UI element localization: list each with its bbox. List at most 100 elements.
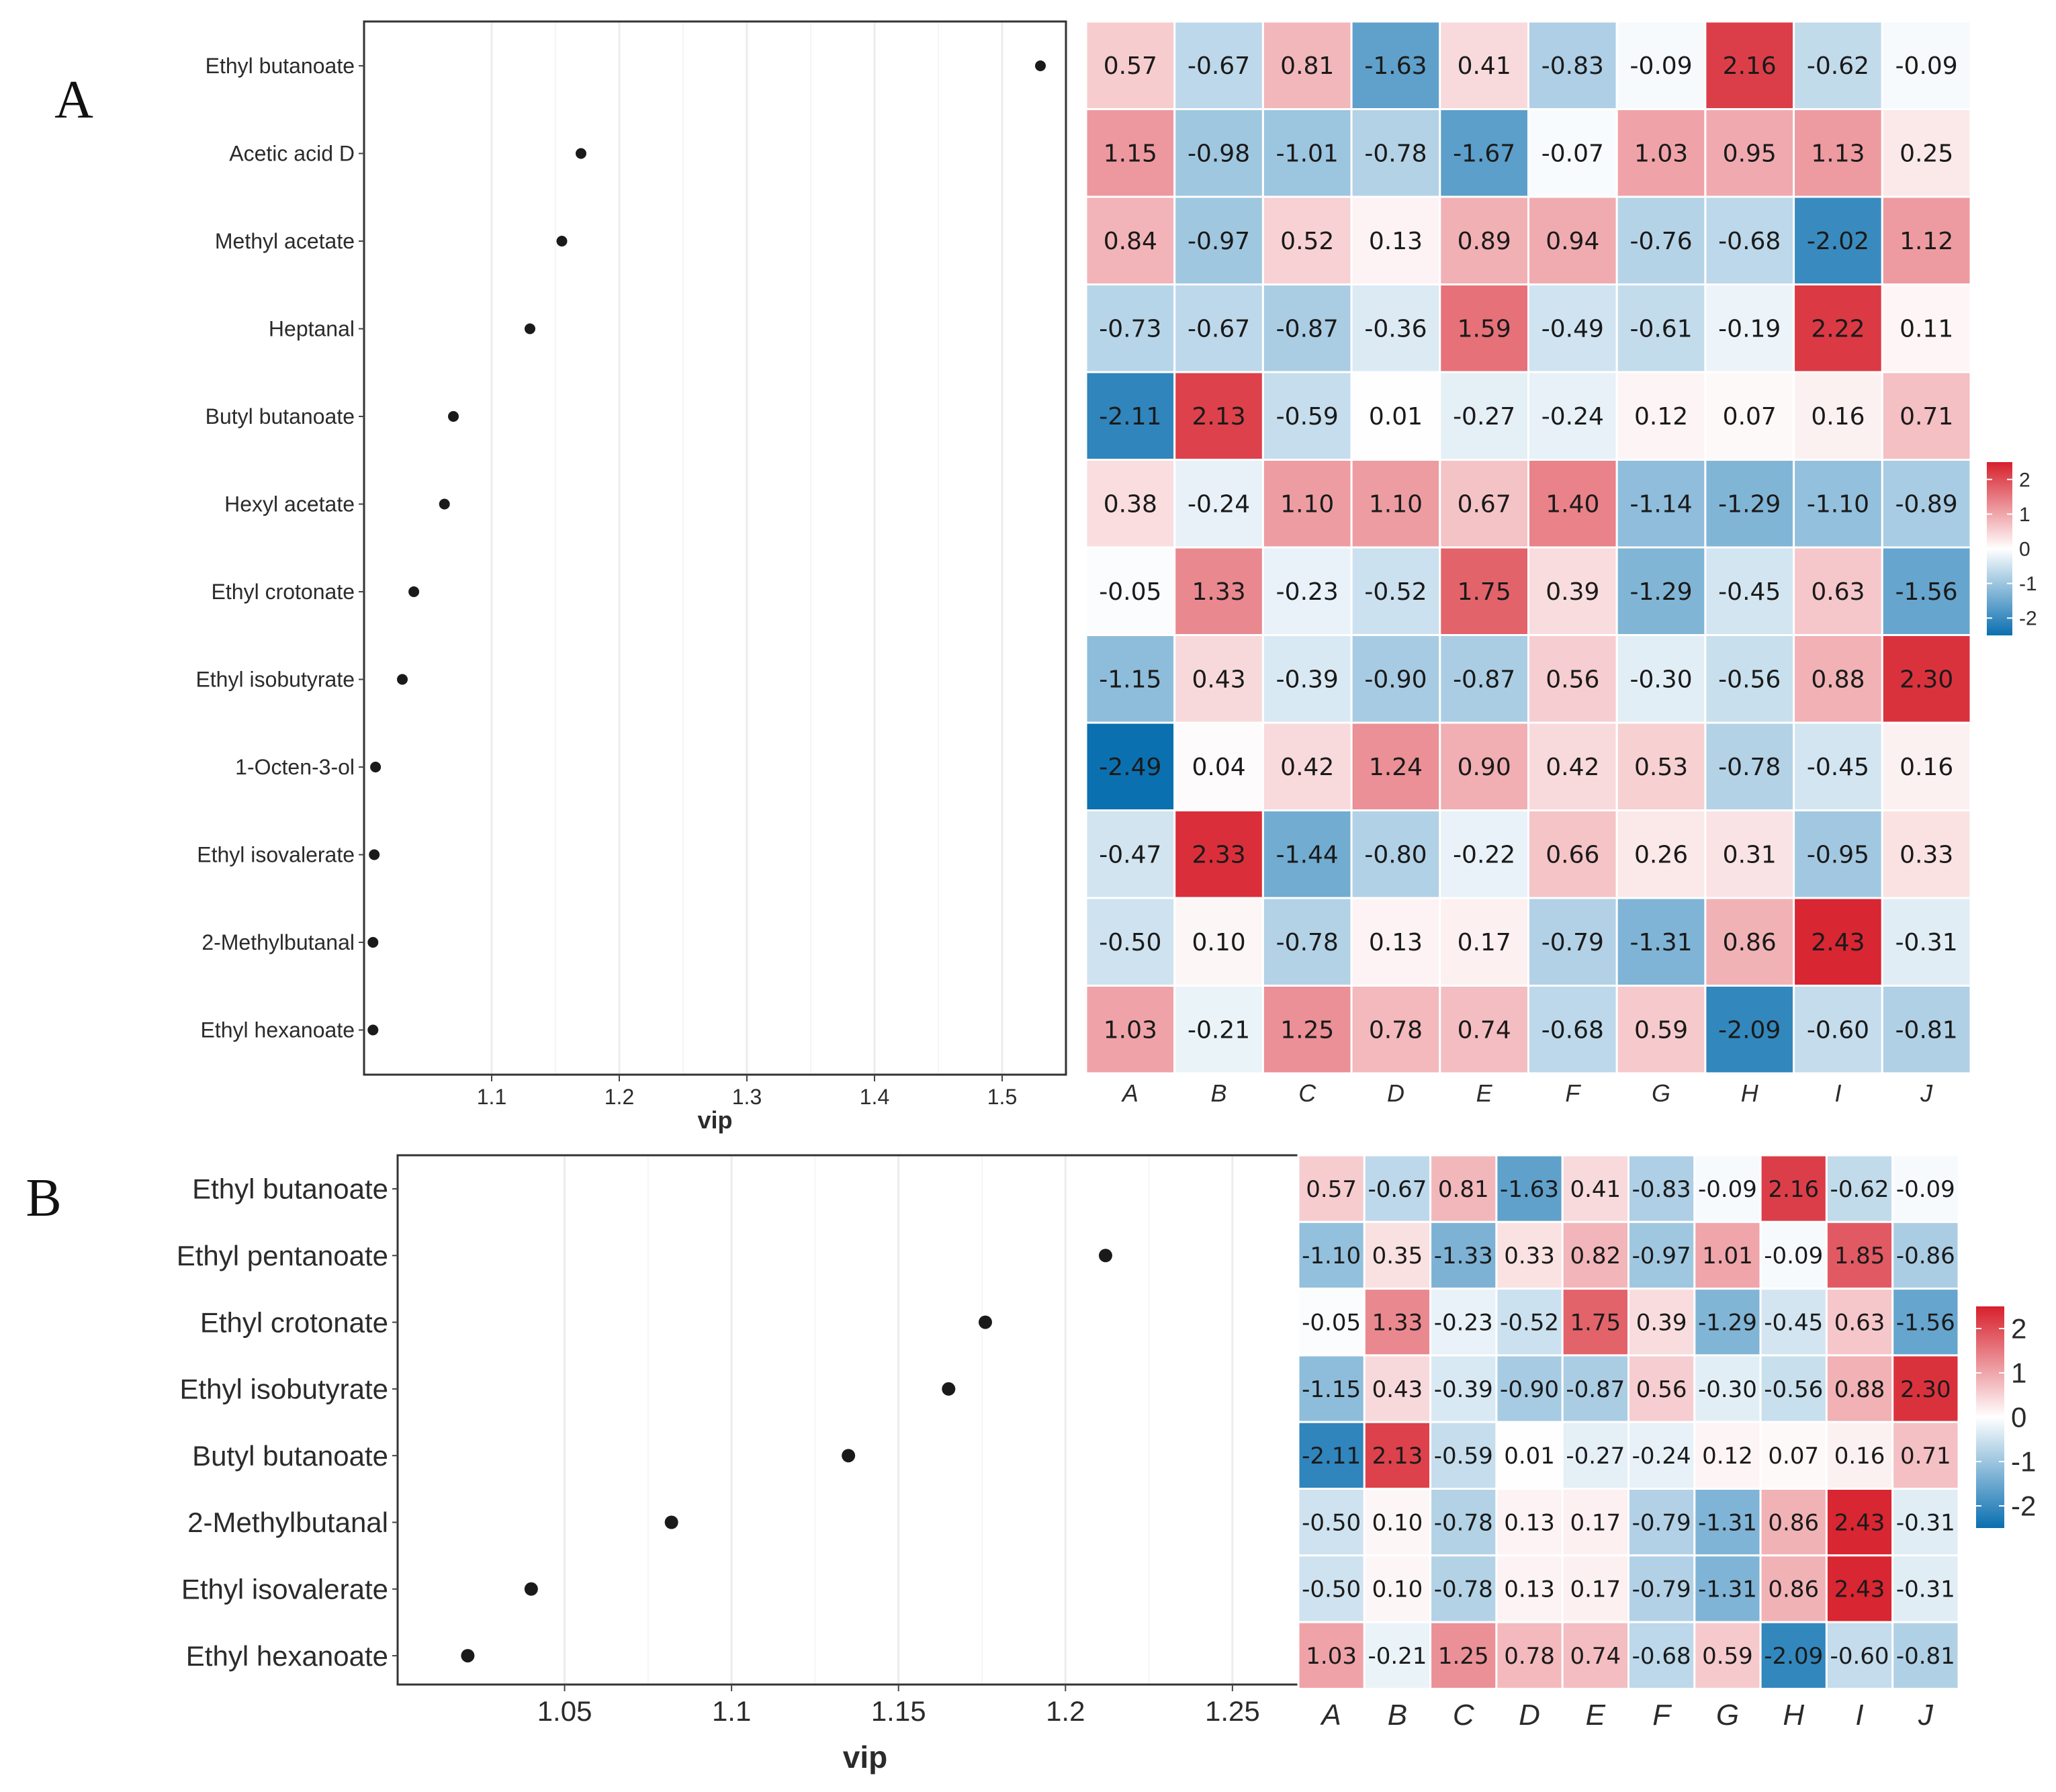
- heatmap-value-A: 0.81: [1280, 52, 1334, 80]
- heatmap-value-B: 0.43: [1372, 1376, 1423, 1403]
- heatmap-cell-A: [1439, 721, 1530, 811]
- heatmap-cell-A: [1881, 108, 1972, 198]
- heatmap-value-B: -1.31: [1698, 1576, 1757, 1603]
- heatmap-cell-B: [1825, 1488, 1894, 1557]
- heatmap-value-A: -2.02: [1807, 228, 1869, 255]
- heatmap-value-B: -1.56: [1896, 1309, 1955, 1336]
- heatmap-cell-A: [1527, 634, 1618, 724]
- heatmap-value-A: -1.31: [1629, 929, 1692, 956]
- legend-tick-label-A: 2: [2019, 469, 2030, 491]
- x-tick-label-A: 1.3: [732, 1085, 762, 1109]
- heatmap-column-label-A: H: [1741, 1079, 1759, 1107]
- heatmap-value-A: 0.13: [1369, 228, 1423, 255]
- heatmap-value-B: -0.97: [1632, 1243, 1691, 1269]
- heatmap-cell-A: [1173, 809, 1264, 899]
- heatmap-cell-A: [1615, 809, 1707, 899]
- heatmap-column-label-B: D: [1519, 1699, 1540, 1732]
- heatmap-value-A: -0.23: [1276, 578, 1339, 606]
- heatmap-value-B: 2.43: [1834, 1509, 1885, 1536]
- heatmap-cell-A: [1261, 985, 1353, 1075]
- heatmap-cell-A: [1350, 897, 1441, 987]
- vip-point-A: [576, 148, 586, 159]
- heatmap-value-A: -2.49: [1099, 754, 1161, 781]
- heatmap-cell-A: [1704, 985, 1795, 1075]
- heatmap-value-A: -0.39: [1276, 666, 1339, 694]
- heatmap-cell-A: [1261, 634, 1353, 724]
- heatmap-cell-B: [1297, 1220, 1366, 1290]
- heatmap-cell-B: [1825, 1421, 1894, 1490]
- heatmap-value-B: -0.45: [1764, 1309, 1823, 1336]
- x-axis-label-B: vip: [843, 1740, 887, 1775]
- heatmap-value-A: -0.78: [1276, 929, 1339, 956]
- heatmap-value-A: 0.90: [1458, 754, 1511, 781]
- heatmap-value-B: 1.85: [1834, 1243, 1885, 1269]
- heatmap-value-A: 0.11: [1899, 316, 1953, 343]
- heatmap-value-A: -0.31: [1895, 929, 1958, 956]
- heatmap-cell-A: [1173, 195, 1264, 285]
- vip-point-A: [525, 323, 535, 334]
- heatmap-value-A: -0.47: [1099, 842, 1161, 869]
- heatmap-cell-B: [1363, 1288, 1432, 1357]
- heatmap-value-A: 0.67: [1458, 491, 1511, 519]
- heatmap-value-A: -0.98: [1188, 140, 1250, 168]
- heatmap-value-A: 1.25: [1280, 1017, 1334, 1044]
- heatmap-value-A: 0.33: [1899, 842, 1953, 869]
- heatmap-cell-A: [1881, 195, 1972, 285]
- heatmap-cell-A: [1261, 195, 1353, 285]
- heatmap-value-A: -0.87: [1453, 666, 1515, 694]
- heatmap-value-A: 0.42: [1280, 754, 1334, 781]
- compound-label-A: Ethyl isobutyrate: [195, 668, 355, 692]
- heatmap-cell-A: [1881, 985, 1972, 1075]
- heatmap-column-label-B: F: [1652, 1699, 1672, 1732]
- heatmap-value-B: -0.52: [1500, 1309, 1559, 1336]
- heatmap-cell-A: [1704, 20, 1795, 110]
- legend-tick-label-A: 0: [2019, 539, 2030, 561]
- heatmap-value-A: -1.01: [1276, 140, 1339, 168]
- heatmap-value-B: 1.25: [1438, 1643, 1489, 1670]
- heatmap-value-A: -0.87: [1276, 316, 1339, 343]
- heatmap-value-B: -0.90: [1500, 1376, 1559, 1403]
- heatmap-value-B: 0.86: [1768, 1509, 1819, 1536]
- heatmap-value-A: -1.56: [1895, 578, 1958, 606]
- x-tick-label-A: 1.5: [987, 1085, 1017, 1109]
- vip-point-A: [408, 586, 420, 597]
- vip-point-B: [1098, 1249, 1112, 1263]
- heatmap-value-A: 1.10: [1280, 491, 1334, 519]
- heatmap-value-A: 0.25: [1899, 140, 1953, 168]
- heatmap-value-A: 2.43: [1811, 929, 1865, 956]
- heatmap-value-A: -0.21: [1188, 1017, 1250, 1044]
- heatmap-value-A: 0.94: [1546, 228, 1599, 255]
- heatmap-value-B: 0.78: [1504, 1643, 1555, 1670]
- heatmap-value-A: 1.59: [1458, 316, 1511, 343]
- heatmap-cell-A: [1085, 897, 1176, 987]
- heatmap-cell-B: [1825, 1354, 1894, 1423]
- heatmap-cell-B: [1693, 1220, 1762, 1290]
- heatmap-value-A: 1.75: [1458, 578, 1511, 606]
- heatmap-value-A: -0.36: [1364, 316, 1427, 343]
- vip-point-A: [556, 236, 568, 247]
- heatmap-value-A: 0.38: [1104, 491, 1157, 519]
- heatmap-value-A: -1.29: [1629, 578, 1692, 606]
- heatmap-value-B: 0.33: [1504, 1243, 1555, 1269]
- heatmap-cell-A: [1350, 20, 1441, 110]
- heatmap-cell-A: [1439, 195, 1530, 285]
- x-tick-label-B: 1.15: [871, 1695, 926, 1727]
- heatmap-value-A: -0.80: [1364, 842, 1427, 869]
- heatmap-value-A: -2.11: [1099, 403, 1161, 431]
- heatmap-value-A: 0.16: [1899, 754, 1953, 781]
- vip-point-A: [369, 849, 380, 860]
- compound-label-B: Ethyl crotonate: [200, 1306, 388, 1338]
- heatmap-column-label-B: B: [1388, 1699, 1407, 1732]
- vip-point-B: [461, 1649, 475, 1663]
- heatmap-value-B: 0.39: [1636, 1309, 1687, 1336]
- heatmap-value-A: -0.76: [1629, 228, 1692, 255]
- heatmap-value-A: -0.30: [1629, 666, 1692, 694]
- heatmap-value-B: 0.13: [1504, 1576, 1555, 1603]
- compound-label-A: Acetic acid D: [229, 142, 355, 166]
- heatmap-cell-A: [1085, 371, 1176, 461]
- heatmap-value-A: 0.31: [1723, 842, 1777, 869]
- heatmap-value-B: -1.10: [1302, 1243, 1361, 1269]
- heatmap-value-B: 1.01: [1702, 1243, 1753, 1269]
- heatmap-column-label-B: G: [1716, 1699, 1739, 1732]
- heatmap-value-B: 0.57: [1306, 1176, 1357, 1203]
